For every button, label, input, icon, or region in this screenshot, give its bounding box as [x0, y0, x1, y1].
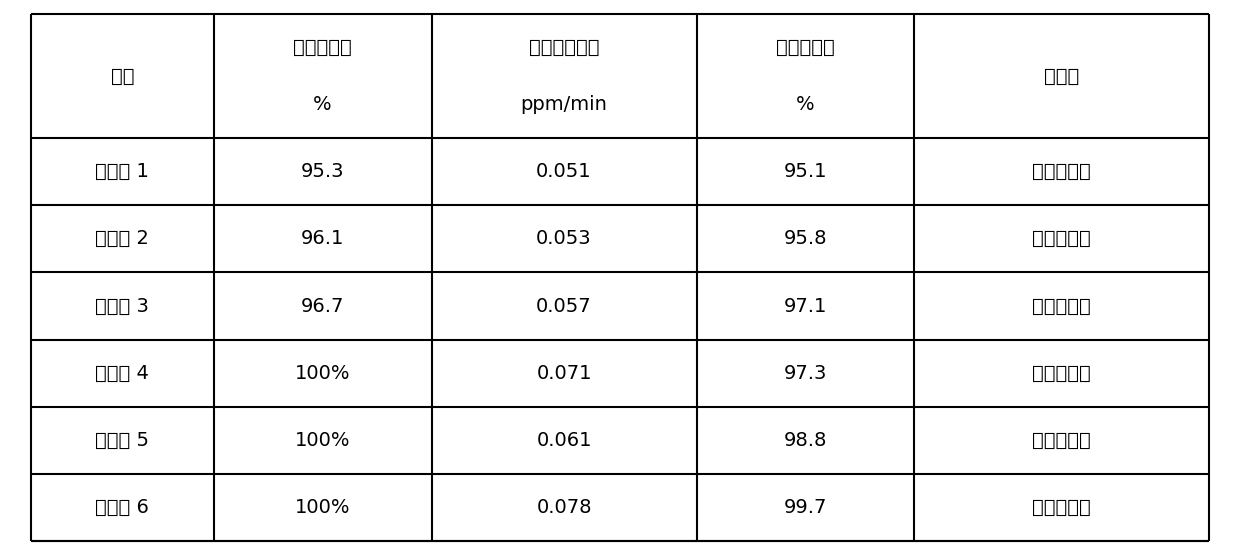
Text: 实施例 1: 实施例 1 [95, 162, 149, 181]
Text: %: % [314, 95, 332, 114]
Text: 净化持久性: 净化持久性 [776, 38, 835, 57]
Text: 实施例 6: 实施例 6 [95, 498, 149, 517]
Text: 97.1: 97.1 [784, 296, 827, 316]
Text: 96.7: 96.7 [301, 296, 345, 316]
Text: 95.8: 95.8 [784, 229, 827, 249]
Text: 97.3: 97.3 [784, 364, 827, 383]
Text: 96.1: 96.1 [301, 229, 345, 249]
Text: 0.078: 0.078 [536, 498, 591, 517]
Text: 0.057: 0.057 [536, 296, 591, 316]
Text: 序号: 序号 [110, 67, 134, 85]
Text: 浅红变深黄: 浅红变深黄 [1033, 229, 1091, 249]
Text: 浅红变深黄: 浅红变深黄 [1033, 162, 1091, 181]
Text: 100%: 100% [295, 364, 351, 383]
Text: 实施例 2: 实施例 2 [95, 229, 149, 249]
Text: 98.8: 98.8 [784, 431, 827, 450]
Text: 100%: 100% [295, 431, 351, 450]
Text: 0.071: 0.071 [536, 364, 591, 383]
Text: 浅紫变深红: 浅紫变深红 [1033, 364, 1091, 383]
Text: 0.061: 0.061 [536, 431, 591, 450]
Text: 显色性: 显色性 [1044, 67, 1079, 85]
Text: 95.1: 95.1 [784, 162, 827, 181]
Text: 0.051: 0.051 [536, 162, 591, 181]
Text: 0.053: 0.053 [536, 229, 591, 249]
Text: 浅红变深黄: 浅红变深黄 [1033, 296, 1091, 316]
Text: ppm/min: ppm/min [521, 95, 608, 114]
Text: 实施例 4: 实施例 4 [95, 364, 149, 383]
Text: 95.3: 95.3 [301, 162, 345, 181]
Text: 甲醛净化率: 甲醛净化率 [293, 38, 352, 57]
Text: 实施例 5: 实施例 5 [95, 431, 149, 450]
Text: 实施例 3: 实施例 3 [95, 296, 149, 316]
Text: %: % [796, 95, 815, 114]
Text: 100%: 100% [295, 498, 351, 517]
Text: 甲醛净化速率: 甲醛净化速率 [528, 38, 599, 57]
Text: 浅紫变深红: 浅紫变深红 [1033, 431, 1091, 450]
Text: 99.7: 99.7 [784, 498, 827, 517]
Text: 浅紫变深红: 浅紫变深红 [1033, 498, 1091, 517]
